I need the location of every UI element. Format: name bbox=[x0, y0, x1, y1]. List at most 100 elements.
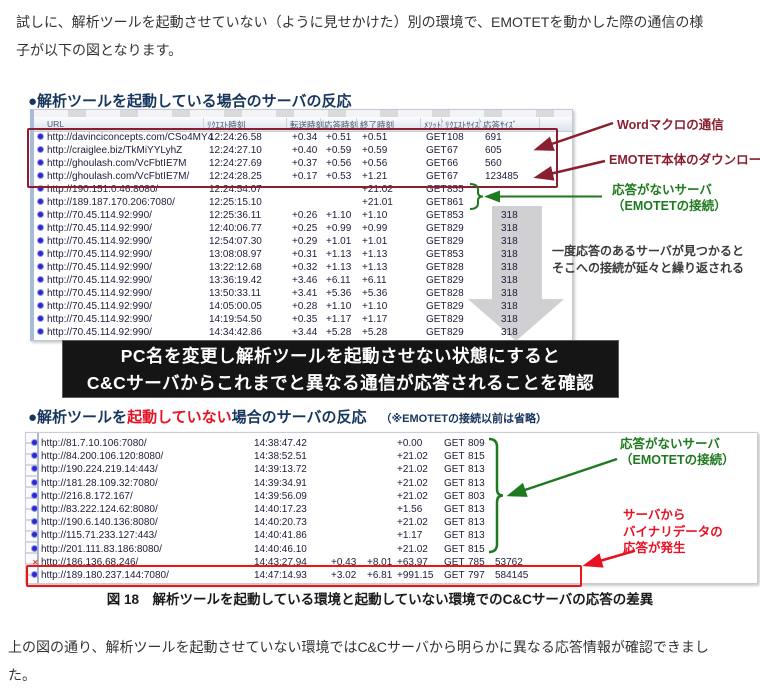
cell-m: GET bbox=[426, 145, 447, 156]
cell-t4: +0.56 bbox=[362, 158, 388, 169]
cell-s2: 318 bbox=[501, 223, 518, 234]
cell-s1: 853 bbox=[447, 210, 464, 221]
cell-m: GET bbox=[444, 543, 465, 555]
cell-t4: +21.02 bbox=[397, 490, 428, 502]
session-dot-icon bbox=[32, 519, 37, 525]
banner-line1: PC名を変更し解析ツールを起動させない状態にすると bbox=[120, 346, 561, 366]
cell-t2: +3.46 bbox=[292, 275, 318, 286]
cell-m: GET bbox=[426, 132, 447, 143]
session-dot-icon bbox=[32, 545, 37, 551]
table-row: http://115.71.233.127:443/14:40:41.86 +1.… bbox=[26, 529, 757, 542]
cell-m: GET bbox=[426, 210, 447, 221]
table-row: http://ghoulash.com/VcFbtIE7M/12:24:28.2… bbox=[34, 170, 572, 183]
table-row: http://ghoulash.com/VcFbtIE7M 12:24:27.69… bbox=[34, 157, 572, 170]
cell-t4: +0.59 bbox=[362, 145, 388, 156]
cell-url: http://70.45.114.92:990/ bbox=[47, 249, 152, 260]
table-row: http://190.6.140.136:8080/14:40:20.73 +21… bbox=[26, 516, 757, 529]
cell-url: http://190.224.219.14:443/ bbox=[41, 464, 158, 476]
session-dot-icon bbox=[38, 303, 43, 308]
cell-t1: 12:24:54.07 bbox=[209, 184, 262, 195]
column-header: 応答ｻｲｽﾞ bbox=[483, 120, 518, 130]
cell-t4: +5.28 bbox=[362, 327, 388, 338]
cell-t3: +1.10 bbox=[326, 210, 352, 221]
cell-s2: 318 bbox=[501, 210, 518, 221]
table-row: http://craiglee.biz/TkMiYYLyhZ 12:24:27.1… bbox=[34, 144, 572, 157]
cell-t4: +5.36 bbox=[362, 288, 388, 299]
column-separator bbox=[441, 118, 442, 130]
cell-s2: 318 bbox=[501, 288, 518, 299]
cell-t1: 14:34:42.86 bbox=[209, 327, 262, 338]
cell-s1: 813 bbox=[468, 464, 485, 476]
session-dot-icon bbox=[38, 238, 43, 243]
cell-m: GET bbox=[426, 327, 447, 338]
cell-t4: +21.02 bbox=[397, 477, 428, 489]
cell-url: http://189.187.170.206:7080/ bbox=[47, 197, 175, 208]
session-dot-icon bbox=[38, 290, 43, 295]
cell-s1: 66 bbox=[447, 158, 459, 169]
cell-t4: +21.02 bbox=[397, 464, 428, 476]
section1-title: ●解析ツールを起動している場合のサーバの反応 bbox=[28, 90, 351, 111]
cell-m: GET bbox=[426, 275, 447, 286]
cell-t4: +1.56 bbox=[397, 504, 423, 515]
table-row: http://70.45.114.92:990/12:25:36.11 +0.26… bbox=[34, 209, 572, 222]
repeat-line1: 一度応答のあるサーバが見つかると bbox=[552, 244, 744, 258]
cell-t2: +0.26 bbox=[292, 210, 318, 221]
cell-s1: 797 bbox=[468, 570, 485, 581]
cell-t2: +0.37 bbox=[292, 158, 318, 169]
session-dot-icon bbox=[38, 199, 43, 204]
table-row: http://70.45.114.92:990/13:36:19.42 +3.46… bbox=[34, 274, 572, 287]
cell-s1: 829 bbox=[447, 275, 464, 286]
cell-url: http://190.6.140.136:8080/ bbox=[41, 517, 158, 529]
cell-t1: 14:47:14.93 bbox=[254, 570, 307, 581]
cell-t1: 14:19:54.50 bbox=[209, 314, 262, 325]
session-dot-icon bbox=[32, 479, 37, 485]
cell-s2: 318 bbox=[501, 314, 518, 325]
cell-t2: +0.34 bbox=[292, 132, 318, 143]
cell-url: http://70.45.114.92:990/ bbox=[47, 210, 152, 221]
cell-url: http://83.222.124.62:8080/ bbox=[41, 504, 158, 515]
cell-t3: +6.11 bbox=[326, 275, 351, 286]
cell-t1: 14:39:34.91 bbox=[254, 477, 307, 489]
cell-t3: +1.13 bbox=[326, 262, 352, 273]
table-row: http://70.45.114.92:990/13:22:12.68 +0.32… bbox=[34, 261, 572, 274]
cell-s2: 318 bbox=[501, 236, 518, 247]
cell-m: GET bbox=[444, 464, 465, 476]
column-header: 応答時刻 bbox=[324, 120, 359, 130]
cell-s1: 828 bbox=[447, 262, 464, 273]
cell-t3: +5.28 bbox=[326, 327, 352, 338]
cell-url: http://craiglee.biz/TkMiYYLyhZ bbox=[47, 145, 183, 156]
cell-m: GET bbox=[426, 223, 447, 234]
cell-s1: 813 bbox=[468, 504, 485, 515]
table-row: http://70.45.114.92:990/14:34:42.86 +3.44… bbox=[34, 326, 572, 339]
column-header: 転送時刻 bbox=[290, 120, 325, 130]
table-row: http://216.8.172.167/14:39:56.09 +21.02 GE… bbox=[26, 490, 757, 503]
cell-m: GET bbox=[426, 288, 447, 299]
cell-s1: 803 bbox=[468, 490, 485, 502]
session-dot-icon bbox=[32, 506, 37, 511]
column-header: ﾘｸｴｽﾄｻｲｽﾞ bbox=[445, 120, 484, 130]
table-row: http://70.45.114.92:990/13:50:33.11 +3.41… bbox=[34, 287, 572, 300]
annotation-word-macro: Wordマクロの通信 bbox=[617, 118, 724, 132]
cell-t3: +1.13 bbox=[326, 249, 352, 260]
cell-s1: 829 bbox=[447, 327, 464, 338]
table-row: http://84.200.106.120:8080/14:38:52.51 +2… bbox=[26, 450, 757, 463]
section2-title-red: 起動していない bbox=[127, 409, 232, 426]
table-row: http://189.180.237.144:7080/14:47:14.93 +… bbox=[26, 569, 757, 582]
section2-note: （※EMOTETの接続以前は省略） bbox=[380, 413, 548, 425]
cell-t1: 12:54:07.30 bbox=[209, 236, 262, 247]
cell-t1: 12:24:28.25 bbox=[209, 171, 262, 182]
cell-t2: +0.32 bbox=[292, 262, 318, 273]
cell-m: GET bbox=[444, 556, 465, 568]
cell-s1: 67 bbox=[447, 171, 459, 182]
cell-m: GET bbox=[426, 171, 447, 182]
cell-url: http://70.45.114.92:990/ bbox=[47, 301, 152, 312]
cell-t4: +1.13 bbox=[362, 262, 388, 273]
table-row: http://201.111.83.186:8080/14:40:46.10 +2… bbox=[26, 543, 757, 556]
cell-url: http://70.45.114.92:990/ bbox=[47, 223, 152, 234]
cell-t3: +5.36 bbox=[326, 288, 352, 299]
figure-caption: 図 18 解析ツールを起動している環境と起動していない環境でのC&Cサーバの応答… bbox=[106, 592, 654, 607]
cell-t4: +21.02 bbox=[397, 517, 428, 529]
outro-paragraph: 上の図の通り、解析ツールを起動させていない環境ではC&Cサーバから明らかに異なる… bbox=[8, 639, 709, 683]
capture-tools-not-running: http://81.7.10.106:7080/14:38:47.42 +0.00… bbox=[25, 432, 758, 584]
cell-t4: +21.02 bbox=[397, 543, 428, 555]
